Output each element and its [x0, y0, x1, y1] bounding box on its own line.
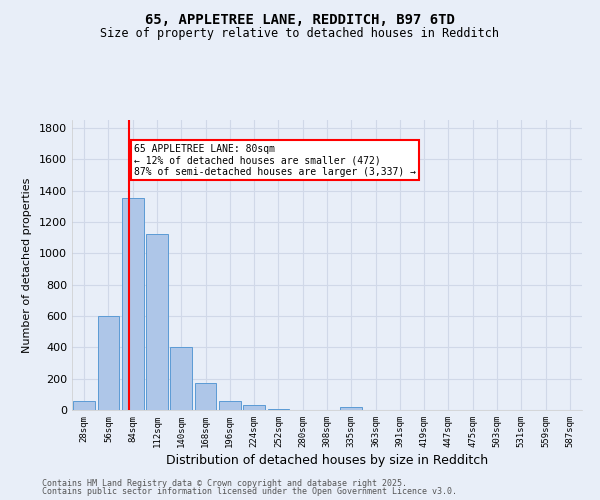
- Text: Size of property relative to detached houses in Redditch: Size of property relative to detached ho…: [101, 28, 499, 40]
- Text: 65 APPLETREE LANE: 80sqm
← 12% of detached houses are smaller (472)
87% of semi-: 65 APPLETREE LANE: 80sqm ← 12% of detach…: [134, 144, 416, 176]
- Bar: [73, 400, 95, 410]
- Bar: [97, 316, 119, 410]
- Y-axis label: Number of detached properties: Number of detached properties: [22, 178, 32, 352]
- Text: 65, APPLETREE LANE, REDDITCH, B97 6TD: 65, APPLETREE LANE, REDDITCH, B97 6TD: [145, 12, 455, 26]
- Text: Contains HM Land Registry data © Crown copyright and database right 2025.: Contains HM Land Registry data © Crown c…: [42, 478, 407, 488]
- Bar: [268, 409, 289, 410]
- Bar: [219, 400, 241, 410]
- Bar: [194, 384, 217, 410]
- X-axis label: Distribution of detached houses by size in Redditch: Distribution of detached houses by size …: [166, 454, 488, 467]
- Bar: [146, 234, 168, 410]
- Bar: [340, 407, 362, 410]
- Bar: [243, 404, 265, 410]
- Bar: [122, 198, 143, 410]
- Bar: [170, 348, 192, 410]
- Text: Contains public sector information licensed under the Open Government Licence v3: Contains public sector information licen…: [42, 487, 457, 496]
